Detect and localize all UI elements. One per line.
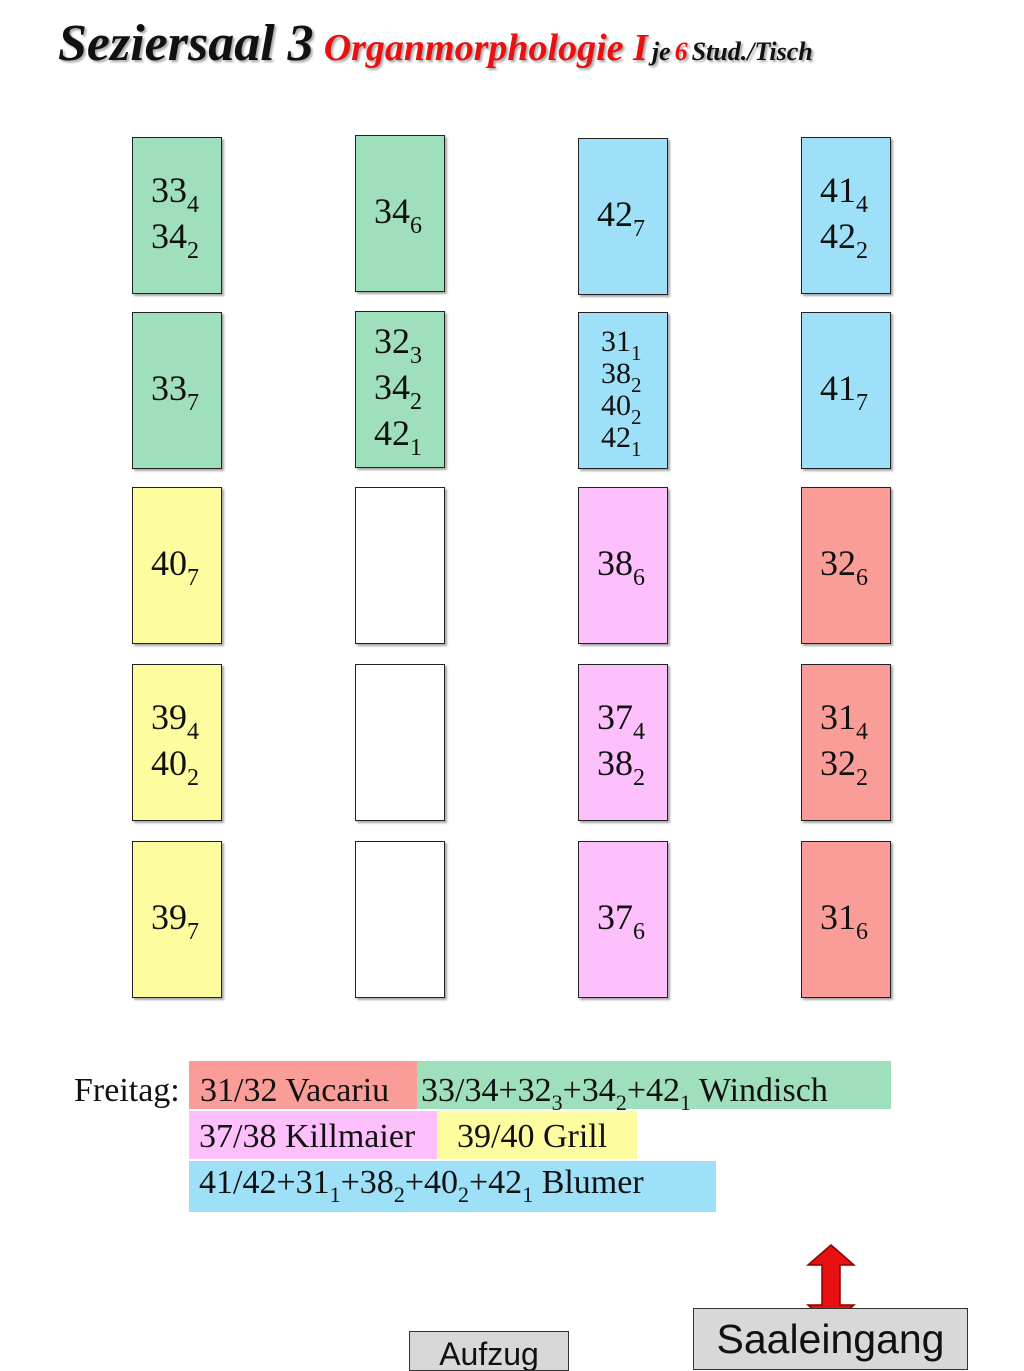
table-group-number: 386	[597, 542, 645, 591]
table-assignments: 376	[579, 896, 667, 945]
entrance-button[interactable]: Saaleingang	[693, 1308, 968, 1370]
table-group-number: 346	[374, 190, 422, 239]
table-assignments: 407	[133, 542, 221, 591]
table-row5-col2	[355, 841, 445, 998]
table-row2-col2: 323 342 421	[355, 311, 445, 468]
table-group-number: 407	[151, 542, 199, 591]
table-group-number: 342	[374, 366, 422, 415]
table-group-number: 397	[151, 896, 199, 945]
table-row2-col4: 417	[801, 312, 891, 469]
table-assignments: 397	[133, 896, 221, 945]
elevator-button[interactable]: Aufzug	[409, 1331, 569, 1371]
table-assignments: 316	[802, 896, 890, 945]
legend-killmaier: 37/38 Killmaier	[199, 1118, 416, 1155]
table-row2-col1: 337	[132, 312, 222, 469]
table-group-number: 427	[597, 193, 645, 242]
table-assignments: 427	[579, 193, 667, 242]
table-row1-col3: 427	[578, 138, 668, 295]
table-group-number: 421	[374, 412, 422, 461]
legend-vacariu: 31/32 Vacariu	[200, 1072, 390, 1109]
table-group-number: 342	[151, 215, 199, 264]
table-group-number: 323	[374, 320, 422, 369]
table-row1-col2: 346	[355, 135, 445, 292]
table-assignments: 374 382	[579, 696, 667, 791]
table-assignments: 314 322	[802, 696, 890, 791]
legend-day-label: Freitag:	[74, 1072, 180, 1109]
legend-grill: 39/40 Grill	[457, 1118, 608, 1155]
table-group-number: 337	[151, 367, 199, 416]
table-assignments: 334 342	[133, 169, 221, 264]
table-group-number: 382	[601, 356, 642, 397]
legend-band-windisch	[417, 1061, 891, 1109]
table-row4-col2	[355, 664, 445, 821]
table-group-number: 421	[601, 420, 642, 461]
table-group-number: 314	[820, 696, 868, 745]
table-assignments: 394 402	[133, 696, 221, 791]
table-row1-col4: 414 422	[801, 137, 891, 294]
title-count: 6	[674, 37, 688, 66]
table-row3-col3: 386	[578, 487, 668, 644]
table-row2-col3: 311 382 402 421	[578, 312, 668, 469]
legend-band-blumer	[189, 1161, 716, 1212]
table-assignments: 346	[356, 190, 444, 239]
title-main: Seziersaal 3	[58, 15, 314, 72]
table-row4-col1: 394 402	[132, 664, 222, 821]
title-stud: Stud./Tisch	[691, 37, 813, 66]
table-group-number: 334	[151, 169, 199, 218]
table-group-number: 316	[820, 896, 868, 945]
table-assignments: 414 422	[802, 169, 890, 264]
legend-band-grill	[437, 1111, 637, 1159]
table-row3-col2	[355, 487, 445, 644]
table-row1-col1: 334 342	[132, 137, 222, 294]
table-assignments: 311 382 402 421	[579, 324, 667, 461]
table-group-number: 374	[597, 696, 645, 745]
table-assignments: 417	[802, 367, 890, 416]
table-assignments: 323 342 421	[356, 320, 444, 461]
table-row4-col3: 374 382	[578, 664, 668, 821]
table-group-number: 414	[820, 169, 868, 218]
table-group-number: 417	[820, 367, 868, 416]
legend-band-vacariu	[189, 1061, 421, 1109]
table-group-number: 322	[820, 742, 868, 791]
table-group-number: 394	[151, 696, 199, 745]
table-group-number: 376	[597, 896, 645, 945]
table-group-number: 402	[601, 388, 642, 429]
table-group-number: 422	[820, 215, 868, 264]
table-row5-col1: 397	[132, 841, 222, 998]
table-row3-col4: 326	[801, 487, 891, 644]
table-assignments: 326	[802, 542, 890, 591]
title-course: Organmorphologie I	[323, 27, 648, 69]
table-row4-col4: 314 322	[801, 664, 891, 821]
table-group-number: 326	[820, 542, 868, 591]
table-row5-col4: 316	[801, 841, 891, 998]
table-group-number: 402	[151, 742, 199, 791]
table-group-number: 311	[601, 324, 642, 365]
legend-blumer: 41/42+311+382+402+421 Blumer	[199, 1164, 644, 1207]
legend-band-killmaier	[189, 1111, 441, 1159]
table-assignments: 337	[133, 367, 221, 416]
title-je: je	[651, 37, 671, 66]
table-group-number: 382	[597, 742, 645, 791]
table-row5-col3: 376	[578, 841, 668, 998]
table-row3-col1: 407	[132, 487, 222, 644]
table-assignments: 386	[579, 542, 667, 591]
legend-windisch: 33/34+323+342+421 Windisch	[421, 1072, 828, 1115]
